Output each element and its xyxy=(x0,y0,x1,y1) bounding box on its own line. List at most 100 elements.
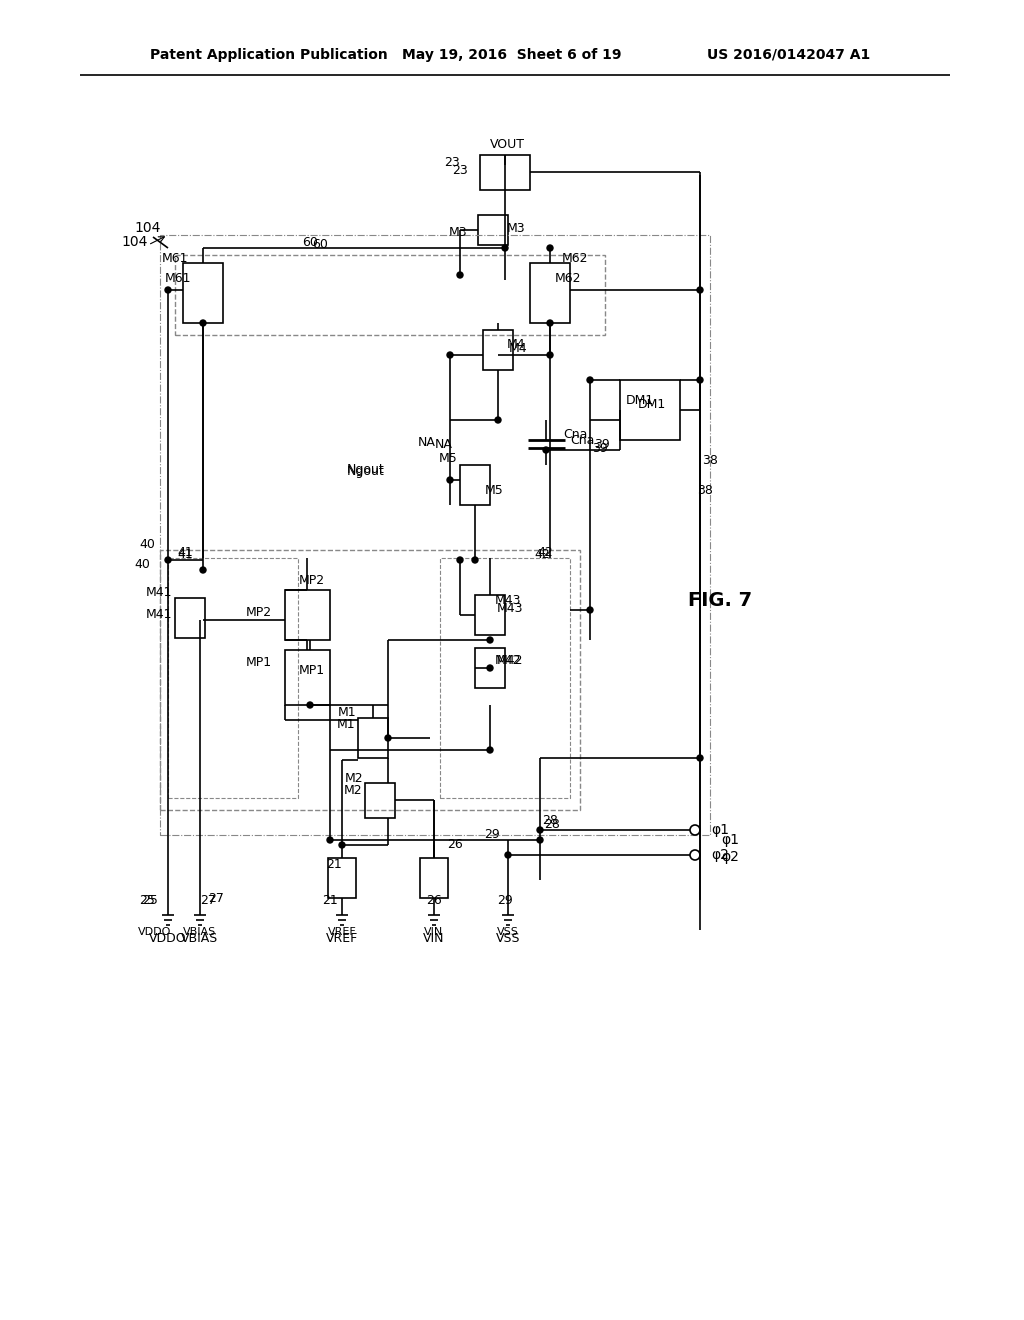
Text: M3: M3 xyxy=(507,222,525,235)
Circle shape xyxy=(495,417,501,422)
Text: M61: M61 xyxy=(165,272,191,285)
Text: DM1: DM1 xyxy=(626,393,654,407)
Bar xyxy=(328,858,356,898)
Text: VDDO: VDDO xyxy=(138,927,172,937)
Text: 26: 26 xyxy=(426,894,442,907)
Circle shape xyxy=(537,837,543,843)
Circle shape xyxy=(502,246,508,251)
Text: M1: M1 xyxy=(337,705,356,718)
Text: M2: M2 xyxy=(344,771,362,784)
Text: 40: 40 xyxy=(139,539,155,552)
Bar xyxy=(183,263,223,323)
Circle shape xyxy=(547,319,553,326)
Text: VSS: VSS xyxy=(496,932,520,945)
Bar xyxy=(620,380,680,440)
Text: M4: M4 xyxy=(509,342,527,355)
Text: M43: M43 xyxy=(495,594,521,606)
Circle shape xyxy=(327,837,333,843)
Text: VIN: VIN xyxy=(423,932,444,945)
Text: 42: 42 xyxy=(538,546,553,560)
Bar xyxy=(475,595,505,635)
Text: 41: 41 xyxy=(177,546,193,560)
Text: 38: 38 xyxy=(702,454,718,466)
Circle shape xyxy=(457,557,463,564)
Bar xyxy=(168,558,298,799)
Text: M5: M5 xyxy=(439,451,458,465)
Text: VDDO: VDDO xyxy=(150,932,186,945)
Text: VBIAS: VBIAS xyxy=(183,927,217,937)
Circle shape xyxy=(487,747,493,752)
Circle shape xyxy=(339,842,345,847)
Bar xyxy=(440,558,570,799)
Text: VREF: VREF xyxy=(328,927,356,937)
Text: M4: M4 xyxy=(507,338,525,351)
Circle shape xyxy=(200,319,206,326)
Text: VOUT: VOUT xyxy=(489,139,524,152)
Bar xyxy=(480,154,530,190)
Circle shape xyxy=(697,755,703,762)
Bar xyxy=(285,649,330,705)
Bar xyxy=(160,235,710,836)
Text: M42: M42 xyxy=(495,653,521,667)
Text: M5: M5 xyxy=(484,483,504,496)
Text: VSS: VSS xyxy=(497,927,519,937)
Circle shape xyxy=(547,246,553,251)
Text: 39: 39 xyxy=(592,441,608,454)
Text: 25: 25 xyxy=(139,894,155,907)
Circle shape xyxy=(697,378,703,383)
Text: 41: 41 xyxy=(177,549,193,561)
Circle shape xyxy=(543,447,549,453)
Circle shape xyxy=(165,286,171,293)
Circle shape xyxy=(587,378,593,383)
Text: 26: 26 xyxy=(447,838,463,851)
Circle shape xyxy=(472,557,478,564)
Text: 28: 28 xyxy=(544,818,560,832)
Text: 21: 21 xyxy=(323,894,338,907)
Text: φ1: φ1 xyxy=(711,822,729,837)
Text: NA: NA xyxy=(435,438,453,451)
Text: MP2: MP2 xyxy=(299,573,325,586)
Text: DM1: DM1 xyxy=(638,399,667,412)
Text: 42: 42 xyxy=(535,549,550,561)
Text: Ngout: Ngout xyxy=(347,466,385,479)
Text: Cna: Cna xyxy=(563,429,587,441)
Text: M3: M3 xyxy=(449,226,467,239)
Text: M41: M41 xyxy=(145,609,172,622)
Text: M42: M42 xyxy=(497,653,523,667)
Bar xyxy=(365,783,395,818)
Bar xyxy=(530,263,570,323)
Circle shape xyxy=(487,665,493,671)
Text: 40: 40 xyxy=(134,558,150,572)
Text: MP1: MP1 xyxy=(246,656,272,668)
Text: 28: 28 xyxy=(542,813,558,826)
Bar xyxy=(475,648,505,688)
Text: 27: 27 xyxy=(200,894,216,907)
Text: NA: NA xyxy=(418,437,436,450)
Text: VBIAS: VBIAS xyxy=(181,932,219,945)
Bar xyxy=(175,598,205,638)
Text: M62: M62 xyxy=(562,252,588,264)
Text: 23: 23 xyxy=(453,164,468,177)
Circle shape xyxy=(537,828,543,833)
Bar xyxy=(483,330,513,370)
Circle shape xyxy=(447,352,453,358)
Text: Ngout: Ngout xyxy=(347,463,385,477)
Text: 29: 29 xyxy=(497,894,513,907)
Text: 60: 60 xyxy=(312,239,328,252)
Text: 39: 39 xyxy=(594,438,610,451)
Circle shape xyxy=(487,638,493,643)
Text: 23: 23 xyxy=(444,156,460,169)
Text: 29: 29 xyxy=(484,829,500,842)
Text: MP2: MP2 xyxy=(246,606,272,619)
Text: φ1: φ1 xyxy=(721,833,739,847)
Bar xyxy=(460,465,490,506)
Text: VIN: VIN xyxy=(424,927,443,937)
Text: 104: 104 xyxy=(122,235,148,249)
Text: VREF: VREF xyxy=(326,932,358,945)
Text: 25: 25 xyxy=(142,894,158,907)
Circle shape xyxy=(307,702,313,708)
Circle shape xyxy=(697,286,703,293)
Text: M43: M43 xyxy=(497,602,523,615)
Text: 60: 60 xyxy=(302,235,317,248)
Circle shape xyxy=(587,607,593,612)
